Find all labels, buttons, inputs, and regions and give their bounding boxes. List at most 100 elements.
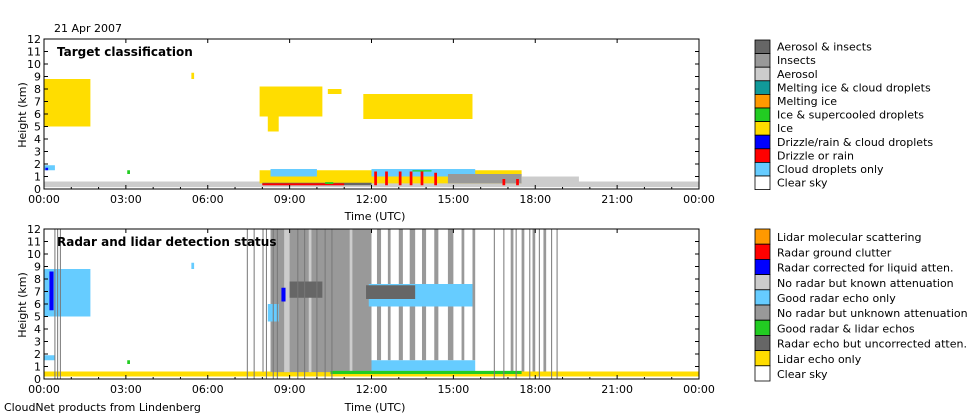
y-tick-label: 9	[34, 71, 41, 84]
legend-swatch	[754, 94, 771, 109]
target-classification-xlabel: Time (UTC)	[344, 210, 406, 223]
legend-label: Clear sky	[777, 368, 828, 381]
region-no-radar-known	[349, 229, 353, 373]
region-insects	[447, 174, 522, 184]
legend-label: Radar ground clutter	[777, 246, 892, 259]
legend-swatch	[754, 53, 771, 68]
x-tick-label: 00:00	[683, 193, 715, 206]
region-drizzle-rain	[434, 172, 437, 186]
legend-swatch	[754, 334, 771, 351]
legend-label: Good radar echo only	[777, 292, 896, 305]
y-tick-label: 7	[34, 96, 41, 109]
legend-label: No radar but unknown attenuation	[777, 307, 968, 320]
legend-swatch	[754, 66, 771, 82]
legend-swatch	[754, 319, 771, 336]
region-good-radar-only	[191, 262, 195, 269]
region-cloud-droplets	[270, 169, 317, 177]
legend-swatch	[754, 134, 771, 150]
legend-label: Radar echo but uncorrected atten.	[777, 338, 967, 351]
y-tick-label: 5	[34, 311, 41, 324]
legend-label: Ice	[777, 122, 793, 135]
legend-label: Aerosol	[777, 68, 818, 81]
region-drizzle-rain	[374, 171, 377, 186]
y-tick-label: 0	[34, 373, 41, 386]
legend-swatch	[754, 243, 771, 260]
region-aerosol	[521, 176, 579, 184]
y-tick-label: 5	[34, 121, 41, 134]
x-tick-label: 21:00	[601, 193, 633, 206]
legend-swatch	[754, 148, 771, 163]
x-tick-label: 03:00	[110, 193, 142, 206]
x-tick-label: 00:00	[28, 193, 60, 206]
region-ice	[44, 79, 91, 127]
region-no-radar-unknown	[543, 229, 547, 372]
legend-label: Ice & supercooled droplets	[777, 109, 924, 122]
legend-label: Clear sky	[777, 177, 828, 190]
x-tick-label: 00:00	[28, 383, 60, 396]
region-no-radar-known	[308, 229, 312, 373]
legend-swatch	[754, 107, 771, 123]
region-cloud-droplets	[371, 169, 476, 177]
x-tick-label: 12:00	[356, 383, 388, 396]
x-tick-label: 00:00	[683, 383, 715, 396]
y-tick-label: 4	[34, 133, 41, 146]
region-good-radar-lidar	[127, 360, 130, 364]
date-label: 21 Apr 2007	[54, 22, 122, 35]
legend-swatch	[754, 121, 771, 136]
legend-swatch	[754, 80, 771, 95]
region-radar-uncorrected	[366, 285, 416, 299]
x-tick-label: 21:00	[601, 383, 633, 396]
legend-swatch	[754, 365, 771, 382]
x-tick-label: 03:00	[110, 383, 142, 396]
legend-label: Melting ice & cloud droplets	[777, 81, 931, 94]
y-tick-label: 4	[34, 323, 41, 336]
detection-status-xlabel: Time (UTC)	[344, 401, 406, 414]
target-classification-ylabel: Height (km)	[16, 82, 29, 148]
y-tick-label: 11	[27, 46, 41, 59]
y-tick-label: 8	[34, 273, 41, 286]
region-good-radar-lidar	[330, 370, 522, 374]
detection-status-legend: Lidar molecular scattering Radar ground c…	[754, 228, 968, 382]
region-drizzle-rain	[385, 171, 388, 186]
x-tick-label: 06:00	[192, 383, 224, 396]
x-tick-label: 18:00	[519, 193, 551, 206]
legend-label: Radar corrected for liquid atten.	[777, 262, 953, 275]
region-ice-supercooled	[412, 170, 432, 172]
region-ice	[327, 89, 342, 94]
region-ice	[259, 86, 323, 117]
region-ice	[191, 72, 195, 79]
x-tick-label: 18:00	[519, 383, 551, 396]
region-no-radar-unknown	[472, 229, 476, 361]
y-tick-label: 12	[27, 33, 41, 46]
legend-label: Aerosol & insects	[777, 41, 872, 54]
region-radar-corrected	[281, 287, 286, 302]
y-tick-label: 12	[27, 223, 41, 236]
region-ice	[267, 116, 279, 132]
y-tick-label: 9	[34, 261, 41, 274]
y-tick-label: 10	[27, 58, 41, 71]
y-tick-label: 3	[34, 146, 41, 159]
legend-swatch	[754, 258, 771, 275]
region-drizzle-rain	[516, 179, 519, 186]
y-tick-label: 7	[34, 286, 41, 299]
region-drizzle-rain	[398, 171, 402, 186]
region-ice-supercooled	[127, 170, 130, 174]
region-drizzle-cloud	[45, 167, 49, 171]
legend-label: Lidar molecular scattering	[777, 231, 921, 244]
legend-swatch	[754, 39, 771, 55]
detection-status-ylabel: Height (km)	[16, 272, 29, 338]
legend-swatch	[754, 175, 771, 191]
region-ice-supercooled	[325, 182, 334, 184]
legend-label: Cloud droplets only	[777, 163, 884, 176]
y-tick-label: 3	[34, 336, 41, 349]
region-drizzle-rain	[420, 171, 424, 186]
x-tick-label: 09:00	[274, 383, 306, 396]
legend-label: Good radar & lidar echos	[777, 322, 915, 335]
legend-swatch	[754, 304, 771, 321]
y-tick-label: 1	[34, 361, 41, 374]
x-tick-label: 12:00	[356, 193, 388, 206]
legend-label: Lidar echo only	[777, 353, 862, 366]
region-drizzle-rain	[409, 171, 413, 186]
region-no-radar-known	[284, 229, 290, 373]
